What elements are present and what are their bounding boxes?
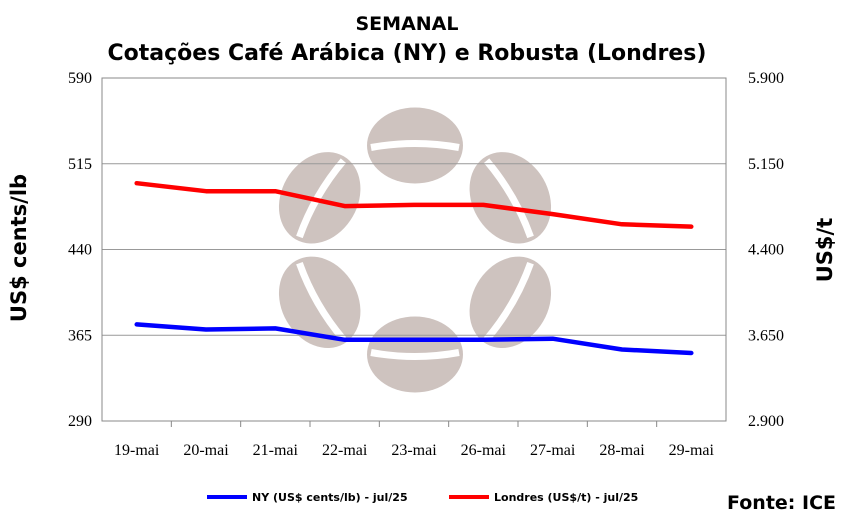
left-tick-label: 365 bbox=[68, 327, 92, 344]
coffee-bean-icon bbox=[367, 316, 463, 393]
x-tick-label: 28-mai bbox=[599, 442, 645, 459]
x-tick-label: 29-mai bbox=[669, 442, 715, 459]
left-tick-label: 590 bbox=[68, 70, 92, 87]
series-line-ny bbox=[134, 322, 694, 356]
coffee-bean-icon bbox=[469, 152, 552, 244]
x-tick-label: 21-mai bbox=[253, 442, 299, 459]
coffee-bean-icon bbox=[367, 107, 463, 184]
right-tick-label: 3.650 bbox=[748, 327, 784, 344]
x-tick-label: 23-mai bbox=[391, 442, 437, 459]
x-tick-label: 20-mai bbox=[183, 442, 229, 459]
source-label: Fonte: ICE bbox=[727, 492, 836, 514]
chart-subtitle: Cotações Café Arábica (NY) e Robusta (Lo… bbox=[108, 41, 707, 66]
legend-label-ny: NY (US$ cents/lb) - jul/25 bbox=[252, 491, 408, 504]
left-tick-label: 515 bbox=[68, 156, 92, 173]
x-axis-ticks: 19-mai 20-mai 21-mai 22-mai 23-mai 26-mai 27-m… bbox=[114, 442, 715, 459]
x-tick-label: 27-mai bbox=[530, 442, 576, 459]
right-tick-label: 5.150 bbox=[748, 156, 784, 173]
left-axis-ticks: 290 365 440 515 590 bbox=[68, 70, 92, 430]
right-axis-ticks: 2.900 3.650 4.400 5.150 5.900 bbox=[748, 70, 784, 430]
chart-title: SEMANAL bbox=[356, 13, 459, 35]
x-tick-label: 26-mai bbox=[461, 442, 507, 459]
legend-label-londres: Londres (US$/t) - jul/25 bbox=[494, 491, 638, 504]
left-tick-label: 440 bbox=[68, 242, 92, 259]
left-axis-title: US$ cents/lb bbox=[7, 174, 31, 322]
right-tick-label: 4.400 bbox=[748, 242, 784, 259]
x-tick-label: 22-mai bbox=[322, 442, 368, 459]
coffee-bean-icon bbox=[469, 256, 552, 349]
legend: NY (US$ cents/lb) - jul/25 Londres (US$/… bbox=[207, 491, 638, 504]
series-lines bbox=[134, 180, 694, 356]
x-tick-label: 19-mai bbox=[114, 442, 160, 459]
right-axis-title: US$/t bbox=[813, 218, 837, 283]
coffee-bean-icon bbox=[278, 256, 361, 349]
left-tick-label: 290 bbox=[68, 413, 92, 430]
plot-area-frame bbox=[101, 77, 727, 422]
right-tick-label: 2.900 bbox=[748, 413, 784, 430]
series-line-londres bbox=[134, 180, 694, 229]
right-tick-label: 5.900 bbox=[748, 70, 784, 87]
coffee-bean-icon bbox=[278, 152, 361, 244]
